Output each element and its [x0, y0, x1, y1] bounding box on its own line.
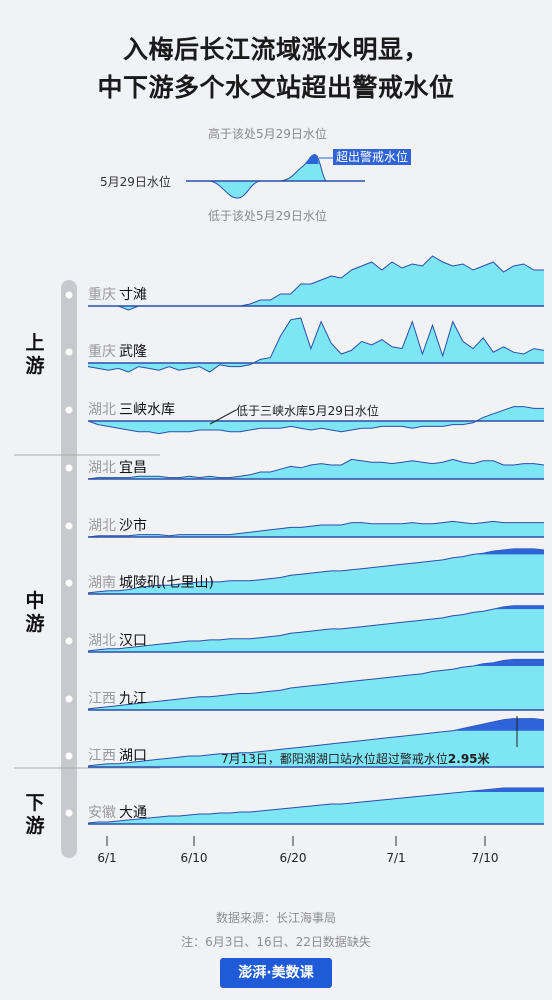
- legend-area: [210, 154, 326, 199]
- rail-dot-三峡水库: [65, 406, 73, 414]
- area-武隆: [88, 318, 544, 372]
- station-name: 大通: [119, 805, 147, 821]
- station-rail: [61, 280, 77, 858]
- station-name: 寸滩: [119, 287, 147, 303]
- area-三峡水库: [88, 406, 544, 434]
- rail-dot-宜昌: [65, 464, 73, 472]
- station-label: 湖北 三峡水库: [88, 401, 175, 419]
- line-三峡水库: [87, 406, 544, 435]
- station-province: 湖北: [88, 633, 116, 649]
- line-汉口: [87, 605, 544, 652]
- station-name: 武隆: [119, 344, 147, 360]
- x-tick-label: 7/1: [386, 851, 406, 865]
- station-name: 九江: [119, 691, 147, 707]
- area-沙市: [88, 521, 544, 537]
- exceed-九江: [473, 659, 544, 666]
- station-label: 江西 九江: [88, 690, 147, 708]
- area-城陵矶(七里山): [88, 548, 544, 594]
- station-province: 湖北: [88, 460, 116, 476]
- exceed-汉口: [493, 605, 544, 610]
- legend-exceed-label: 超出警戒水位: [333, 149, 412, 165]
- chart-title-line2: 中下游多个水文站超出警戒水位: [97, 73, 455, 102]
- region-label-lower: 下游: [25, 792, 45, 837]
- line-城陵矶(七里山): [87, 548, 545, 594]
- legend-outline: [209, 154, 327, 199]
- station-label: 湖北 沙市: [88, 517, 147, 535]
- station-name: 城陵矶(七里山): [119, 575, 214, 591]
- rail-dot-武隆: [65, 348, 73, 356]
- station-label: 湖北 汉口: [88, 632, 147, 650]
- station-label: 重庆 武隆: [88, 343, 147, 361]
- annotation-three-gorges: 低于三峡水库5月29日水位: [236, 404, 379, 418]
- area-湖口: [88, 718, 544, 767]
- legend-baseline-label: 5月29日水位: [100, 175, 171, 189]
- line-九江: [87, 658, 544, 710]
- annotation-hukou-value: 2.95米: [447, 752, 490, 766]
- region-label-upper: 上游: [25, 332, 45, 377]
- rail-dot-寸滩: [65, 291, 73, 299]
- annotation-hukou: 7月13日，鄱阳湖湖口站水位超过警戒水位2.95米: [221, 750, 490, 767]
- area-宜昌: [88, 459, 544, 479]
- x-tick-label: 6/20: [279, 851, 307, 865]
- station-label: 重庆 寸滩: [88, 286, 147, 304]
- station-province: 湖北: [88, 402, 116, 418]
- rail-dot-沙市: [65, 522, 73, 530]
- legend-below-label: 低于该处5月29日水位: [208, 209, 327, 223]
- rail-dot-汉口: [65, 637, 73, 645]
- x-tick-label: 7/10: [471, 851, 499, 865]
- station-name: 宜昌: [119, 460, 147, 476]
- station-label: 湖北 宜昌: [88, 459, 147, 477]
- data-note: 注：6月3日、16日、22日数据缺失: [181, 935, 371, 949]
- station-province: 湖南: [88, 575, 116, 591]
- annotation-hukou-text: 7月13日，鄱阳湖湖口站水位超过警戒水位: [221, 752, 448, 766]
- line-宜昌: [87, 458, 545, 480]
- annotation-three-gorges-pointer: [209, 409, 237, 425]
- station-label: 江西 湖口: [88, 747, 147, 765]
- station-name: 湖口: [119, 748, 147, 764]
- station-province: 重庆: [88, 344, 116, 360]
- area-汉口: [88, 605, 544, 652]
- data-source: 数据来源：长江海事局: [215, 911, 336, 925]
- exceed-城陵矶(七里山): [473, 548, 544, 555]
- station-province: 安徽: [88, 805, 116, 821]
- station-name: 沙市: [119, 518, 147, 534]
- station-label: 湖南 城陵矶(七里山): [88, 574, 214, 592]
- station-province: 重庆: [88, 287, 116, 303]
- legend-exceed-mark: [305, 154, 319, 164]
- station-name: 三峡水库: [119, 402, 175, 418]
- region-label-middle: 中游: [25, 590, 45, 635]
- line-沙市: [87, 520, 544, 538]
- rail-dot-湖口: [65, 752, 73, 760]
- area-九江: [88, 659, 544, 710]
- rail-dot-城陵矶(七里山): [65, 579, 73, 587]
- exceed-大通: [462, 788, 544, 792]
- x-tick-label: 6/1: [97, 851, 117, 865]
- station-province: 江西: [88, 691, 116, 707]
- rail-dot-大通: [65, 809, 73, 817]
- station-province: 湖北: [88, 518, 116, 534]
- brand-logo: 澎湃·美数课: [220, 958, 332, 988]
- rail-dot-九江: [65, 695, 73, 703]
- x-tick-label: 6/10: [180, 851, 208, 865]
- station-province: 江西: [88, 748, 116, 764]
- legend-above-label: 高于该处5月29日水位: [208, 127, 327, 141]
- chart-title-line1: 入梅后长江流域涨水明显，: [122, 35, 429, 64]
- station-label: 安徽 大通: [88, 804, 147, 822]
- line-武隆: [87, 317, 545, 373]
- area-寸滩: [88, 256, 544, 310]
- exceed-湖口: [452, 718, 544, 731]
- station-name: 汉口: [119, 633, 147, 649]
